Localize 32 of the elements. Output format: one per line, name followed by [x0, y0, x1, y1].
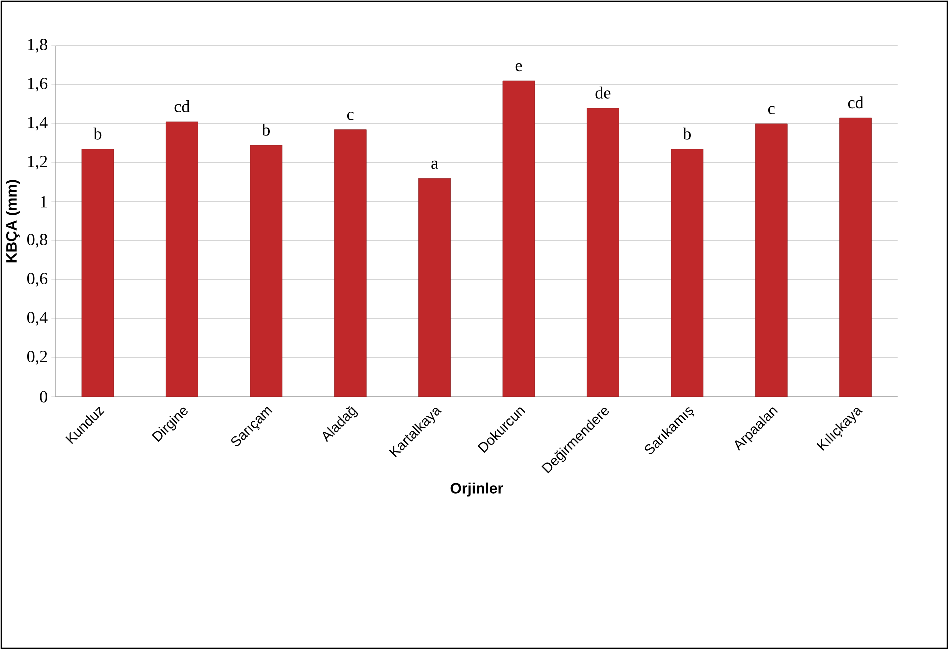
annotation: e	[516, 63, 522, 72]
y-tick-label: 0,4	[27, 312, 48, 326]
bar	[334, 130, 367, 397]
bar	[250, 145, 283, 397]
y-tick-label: 0,6	[27, 273, 48, 287]
annotation: c	[768, 106, 775, 114]
annotation: a	[432, 160, 438, 170]
annotation: b	[683, 128, 692, 140]
y-tick-label: 1,8	[28, 39, 48, 53]
y-tick-label: 1,4	[28, 117, 48, 131]
y-tick-label: 0,2	[27, 351, 48, 365]
y-axis-title: KBÇA (mm)	[6, 180, 20, 263]
y-tick-label: 1,2	[28, 156, 48, 170]
y-tick-label: 0,8	[27, 234, 48, 248]
y-tick-label: 1,6	[28, 78, 48, 92]
annotation: b	[262, 124, 270, 136]
bar	[502, 80, 536, 397]
annotation: cd	[174, 100, 190, 113]
y-tick-label: 0	[40, 391, 48, 403]
annotation: b	[94, 128, 102, 140]
annotation: c	[347, 112, 354, 120]
bar	[671, 149, 704, 397]
y-tick-label: 1	[41, 196, 48, 208]
bar	[840, 118, 872, 397]
bar	[755, 124, 788, 397]
annotation: cd	[848, 96, 864, 109]
annotation: de	[596, 86, 611, 99]
bar	[587, 108, 620, 397]
bar	[418, 178, 452, 397]
x-axis-title: Orjinler	[450, 482, 504, 497]
bar	[166, 122, 198, 397]
bar	[82, 149, 114, 397]
